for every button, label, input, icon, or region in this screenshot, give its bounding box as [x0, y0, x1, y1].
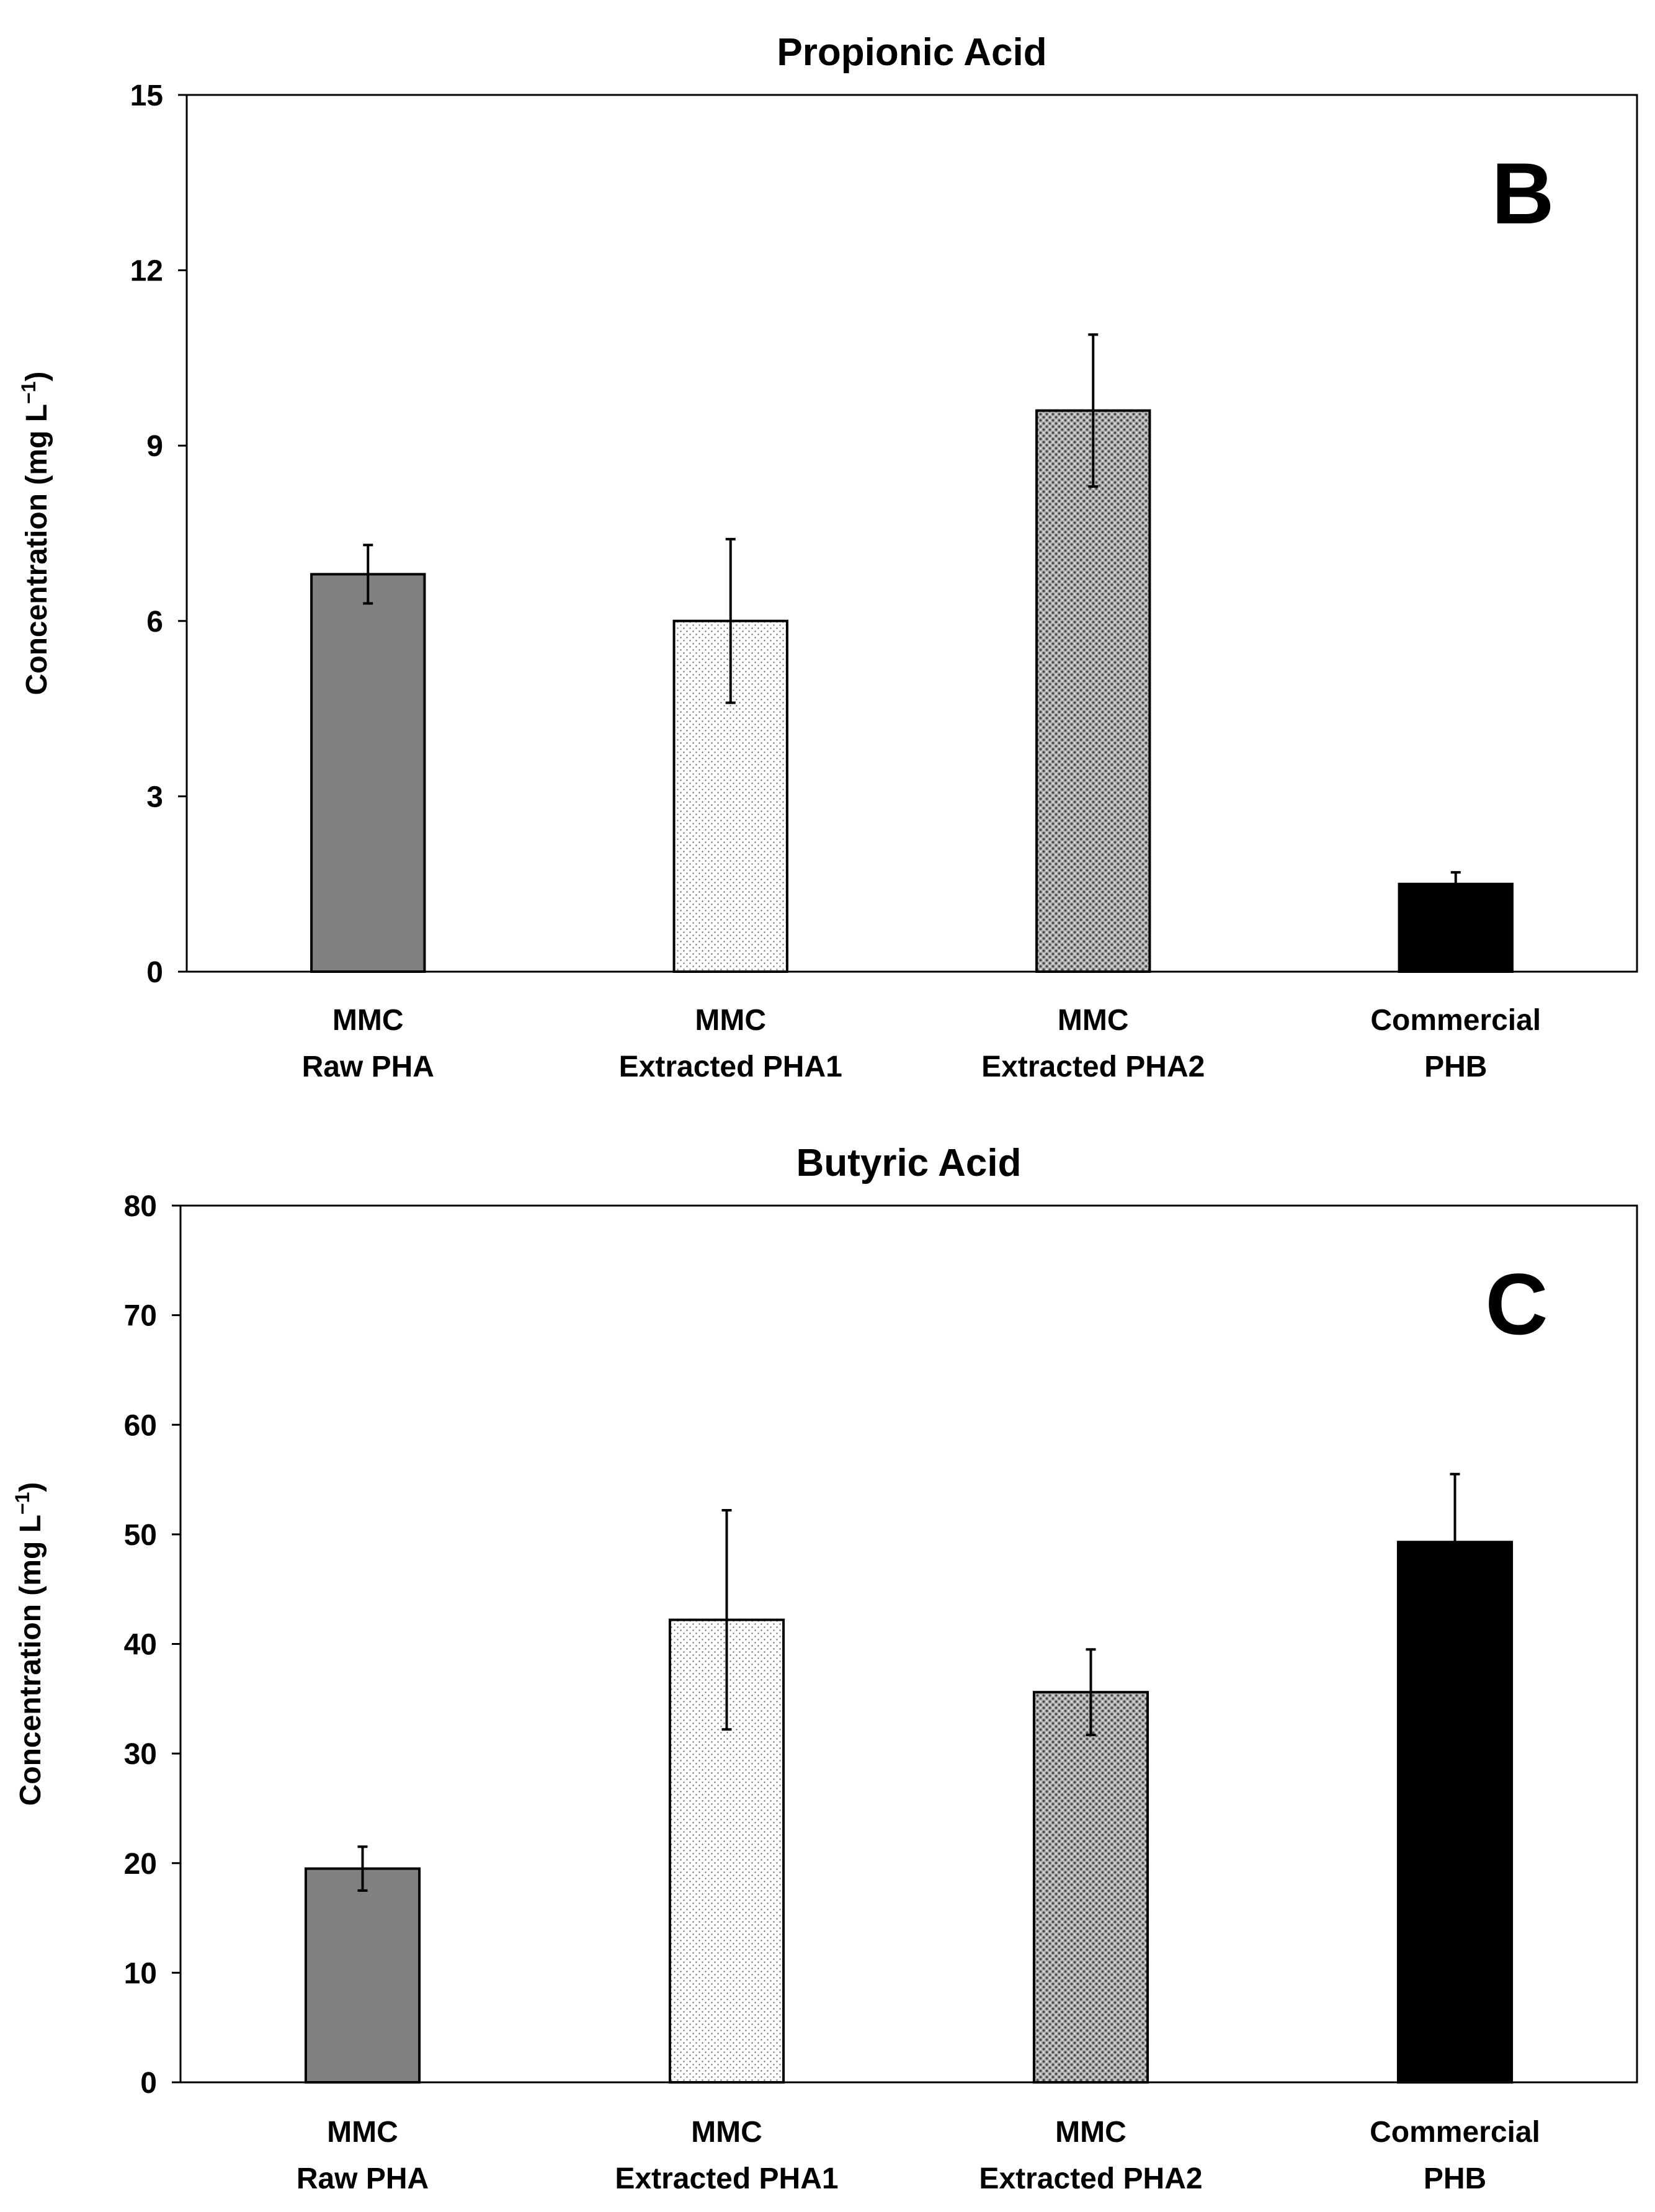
category-label: PHB	[1424, 2162, 1486, 2195]
category-label: Commercial	[1370, 2116, 1540, 2149]
y-tick-label: 40	[124, 1629, 157, 1662]
category-label: Extracted PHA1	[615, 2162, 838, 2195]
charts-layer: Propionic Acid B 0 3 6 9 12 15 Concentration (mg…	[11, 31, 1638, 2195]
category-label: MMC	[695, 1004, 766, 1037]
y-axis-label: Concentration (mg L−1)	[11, 1482, 47, 1806]
category-label: PHB	[1424, 1050, 1487, 1083]
y-tick-label: 10	[124, 1957, 157, 1990]
bar	[1035, 409, 1151, 973]
chart-title: Butyric Acid	[796, 1142, 1022, 1184]
y-tick-label: 0	[140, 2067, 157, 2100]
bar	[310, 573, 426, 973]
category-label: MMC	[327, 2116, 398, 2149]
panel-label: C	[1485, 1255, 1548, 1353]
category-label: Raw PHA	[297, 2162, 429, 2195]
bar	[1398, 882, 1514, 973]
category-label: Commercial	[1370, 1004, 1541, 1037]
plot-frame	[185, 94, 1638, 973]
y-axis-label: Concentration (mg L−1)	[17, 372, 53, 696]
y-tick-label: 0	[146, 956, 163, 989]
y-tick-label: 9	[146, 430, 163, 463]
y-tick-label: 60	[124, 1409, 157, 1442]
category-label: Extracted PHA2	[979, 2162, 1202, 2195]
chart-panel-c: Butyric Acid C 0 10 20 30 40 50 60 70 80 Concentrat…	[11, 1142, 1638, 2195]
category-label: MMC	[691, 2116, 762, 2149]
y-tick-label: 3	[146, 781, 163, 813]
category-label: Raw PHA	[302, 1050, 434, 1083]
category-label: Extracted PHA2	[981, 1050, 1205, 1083]
bar	[304, 1867, 421, 2084]
bar	[1032, 1691, 1149, 2084]
y-tick-label: 12	[130, 255, 163, 288]
category-label: Extracted PHA1	[619, 1050, 842, 1083]
y-tick-label: 80	[124, 1190, 157, 1223]
category-label: MMC	[1055, 2116, 1126, 2149]
y-tick-label: 70	[124, 1300, 157, 1333]
y-tick-label: 15	[130, 79, 163, 112]
bar	[1396, 1541, 1514, 2084]
chart-title: Propionic Acid	[777, 31, 1046, 74]
y-tick-label: 6	[146, 606, 163, 638]
panel-label: B	[1491, 145, 1554, 242]
category-label: MMC	[1058, 1004, 1129, 1037]
chart-panel-b: Propionic Acid B 0 3 6 9 12 15 Concentration (mg…	[17, 31, 1638, 1083]
y-tick-label: 50	[124, 1519, 157, 1552]
category-label: MMC	[332, 1004, 404, 1037]
y-tick-label: 20	[124, 1848, 157, 1881]
y-tick-label: 30	[124, 1738, 157, 1771]
